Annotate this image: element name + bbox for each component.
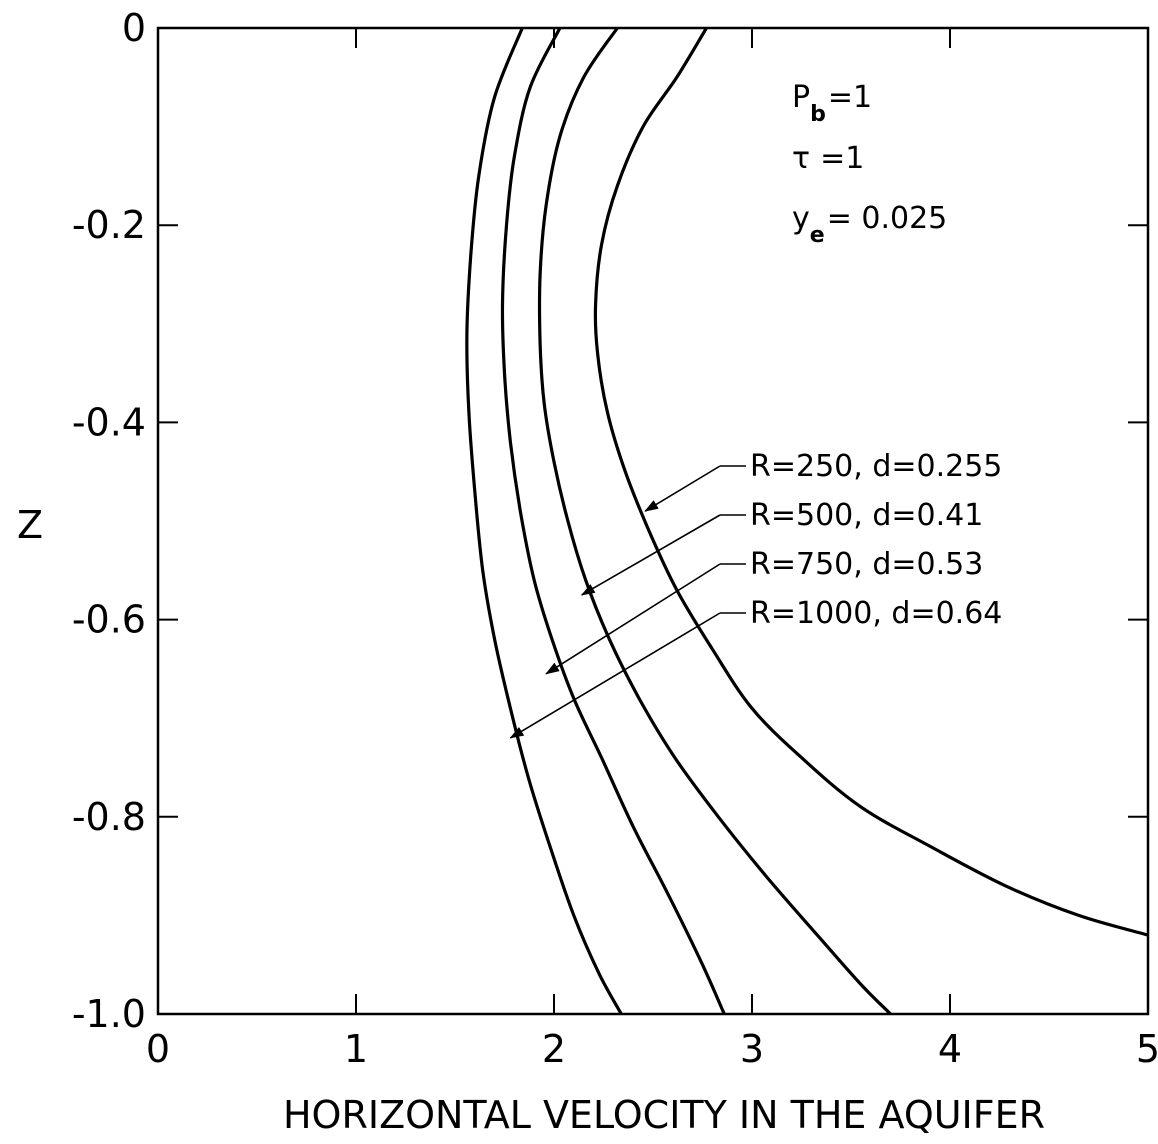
series-line-1 (593, 27, 1149, 937)
x-tick-label: 0 (146, 1027, 170, 1071)
annotation-arrow-3 (545, 563, 721, 675)
parameter-block: Pb=1 τ =1 ye= 0.025 (792, 80, 947, 248)
annotation-label-4: R=1000, d=0.64 (750, 596, 1002, 631)
x-tick-label: 1 (344, 1027, 368, 1071)
series-lines (465, 27, 1149, 1016)
annotations: R=250, d=0.255 R=500, d=0.41 R=750, d=0.53… (509, 449, 1002, 739)
y-tick-label: -0.2 (72, 203, 146, 247)
series-line-2 (537, 27, 892, 1016)
annotation-arrow-1 (644, 465, 721, 512)
plot-frame (156, 26, 1150, 1016)
y-tick-label: 0 (122, 6, 146, 50)
x-tick-label: 5 (1136, 1027, 1158, 1071)
series-line-4 (465, 27, 623, 1015)
y-tick-label: -1.0 (72, 992, 146, 1036)
x-tick-label: 4 (938, 1027, 962, 1071)
x-tick-label: 2 (542, 1027, 566, 1071)
y-tick-label: -0.4 (72, 400, 146, 444)
annotation-arrow-4 (509, 612, 721, 739)
x-axis-ticks (157, 28, 1149, 1014)
annotation-label-1: R=250, d=0.255 (750, 449, 1002, 484)
x-axis-title: HORIZONTAL VELOCITY IN THE AQUIFER (283, 1093, 1045, 1137)
parameter-1: Pb=1 (792, 80, 872, 127)
y-tick-label: -0.6 (72, 598, 146, 642)
x-tick-label: 3 (740, 1027, 764, 1071)
y-axis-title: Z (17, 503, 43, 547)
annotation-label-3: R=750, d=0.53 (750, 547, 983, 582)
series-line-3 (500, 27, 726, 1015)
y-axis-tick-labels: 0 -0.2 -0.4 -0.6 -0.8 -1.0 (72, 6, 146, 1036)
annotation-arrow-2 (580, 514, 721, 596)
y-axis-ticks (158, 27, 1148, 1015)
x-axis-tick-labels: 0 1 2 3 4 5 (146, 1027, 1158, 1071)
parameter-2: τ =1 (792, 141, 864, 176)
parameter-3: ye= 0.025 (792, 201, 947, 248)
y-tick-label: -0.8 (72, 795, 146, 839)
annotation-label-2: R=500, d=0.41 (750, 498, 983, 533)
